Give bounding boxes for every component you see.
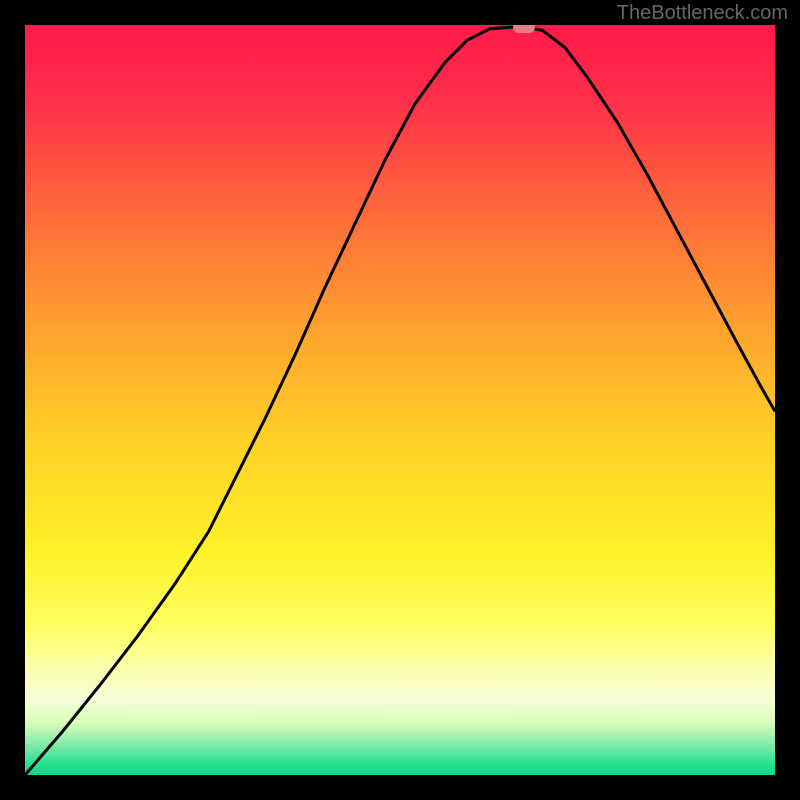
bottleneck-curve [25,27,775,776]
optimal-marker [513,25,535,33]
plot-area [25,25,775,775]
curve-layer [25,25,775,775]
watermark-text: TheBottleneck.com [617,2,788,25]
